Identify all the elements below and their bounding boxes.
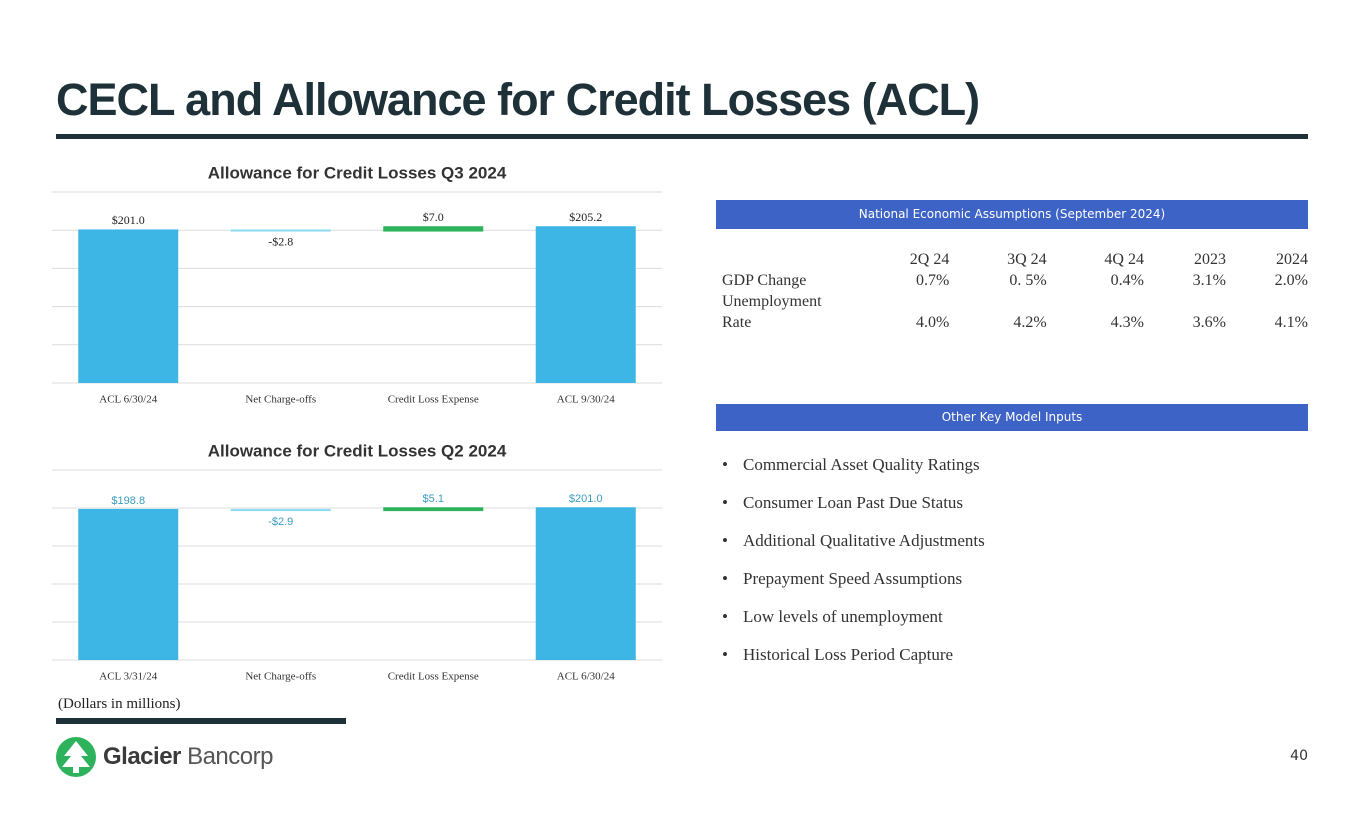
input-item: Prepayment Speed Assumptions: [722, 569, 985, 607]
cell: 3.6%: [1192, 314, 1226, 331]
inputs-list: Commercial Asset Quality RatingsConsumer…: [722, 455, 985, 683]
chart-title: Allowance for Credit Losses Q2 2024: [208, 441, 507, 460]
input-item: Historical Loss Period Capture: [722, 645, 985, 683]
logo-trunk: [73, 767, 79, 773]
table-header: National Economic Assumptions (September…: [716, 200, 1308, 229]
x-tick-label: Credit Loss Expense: [388, 671, 479, 683]
x-tick-label: Net Charge-offs: [245, 671, 316, 683]
cell: 0.4%: [1110, 272, 1144, 289]
footnote: (Dollars in millions): [58, 696, 181, 712]
x-tick-label: Net Charge-offs: [245, 394, 316, 406]
column-header: 4Q 24: [1104, 251, 1144, 268]
column-header: 2024: [1276, 251, 1308, 268]
input-item: Commercial Asset Quality Ratings: [722, 455, 985, 493]
slide-title: CECL and Allowance for Credit Losses (AC…: [56, 74, 980, 125]
bar: [383, 226, 484, 232]
row-label: GDP Change: [722, 272, 807, 289]
value-label: $201.0: [569, 493, 603, 505]
value-label: $205.2: [569, 210, 602, 224]
inputs-header: Other Key Model Inputs: [716, 404, 1308, 431]
table-row: Unemployment Rate 4.0% 4.2% 4.3% 3.6% 4.1%: [716, 291, 1308, 333]
table-corner: [716, 249, 852, 270]
bar: [535, 507, 636, 660]
x-tick-label: Credit Loss Expense: [388, 394, 479, 406]
bar: [230, 508, 331, 512]
x-tick-label: ACL 6/30/24: [99, 394, 157, 406]
x-tick-label: ACL 3/31/24: [99, 671, 157, 683]
value-label: -$2.9: [268, 516, 293, 528]
bar: [78, 508, 179, 660]
column-header: 2Q 24: [909, 251, 950, 268]
bar: [535, 226, 636, 383]
bar: [78, 229, 179, 383]
row-label: Unemployment Rate: [722, 293, 822, 331]
cell: 4.2%: [1013, 314, 1047, 331]
cell: 4.3%: [1110, 314, 1144, 331]
cell: 2.0%: [1274, 272, 1308, 289]
value-label: $201.0: [112, 213, 145, 227]
value-label: $198.8: [111, 495, 145, 507]
bar: [383, 507, 484, 512]
table-header-row: 2Q 24 3Q 24 4Q 24 2023 2024: [716, 249, 1308, 270]
value-label: $7.0: [423, 210, 444, 224]
input-item: Low levels of unemployment: [722, 607, 985, 645]
value-label: $5.1: [423, 493, 444, 505]
cell: 4.1%: [1274, 314, 1308, 331]
cell: 0. 5%: [1009, 272, 1047, 289]
logo-suffix: Bancorp: [187, 743, 273, 770]
input-item: Additional Qualitative Adjustments: [722, 531, 985, 569]
chart-title: Allowance for Credit Losses Q3 2024: [208, 163, 507, 182]
cell: 0.7%: [916, 272, 950, 289]
x-tick-label: ACL 6/30/24: [557, 671, 615, 683]
footnote-bar: [56, 718, 346, 724]
column-header: 2023: [1193, 251, 1226, 268]
cell: 4.0%: [916, 314, 950, 331]
x-tick-label: ACL 9/30/24: [557, 394, 615, 406]
title-rule: [56, 134, 1308, 139]
page-number: 40: [1290, 748, 1308, 764]
assumptions-table: 2Q 24 3Q 24 4Q 24 2023 2024 GDP Change 0.7% 0. …: [716, 249, 1308, 333]
logo-tree: [62, 741, 90, 767]
input-item: Consumer Loan Past Due Status: [722, 493, 985, 531]
cell: 3.1%: [1192, 272, 1226, 289]
column-header: 3Q 24: [1007, 251, 1047, 268]
table-row: GDP Change 0.7% 0. 5% 0.4% 3.1% 2.0%: [716, 270, 1308, 291]
value-label: -$2.8: [268, 234, 293, 248]
logo: Glacier Bancorp: [103, 743, 273, 771]
logo-name: Glacier: [103, 743, 181, 770]
bar: [230, 229, 331, 232]
